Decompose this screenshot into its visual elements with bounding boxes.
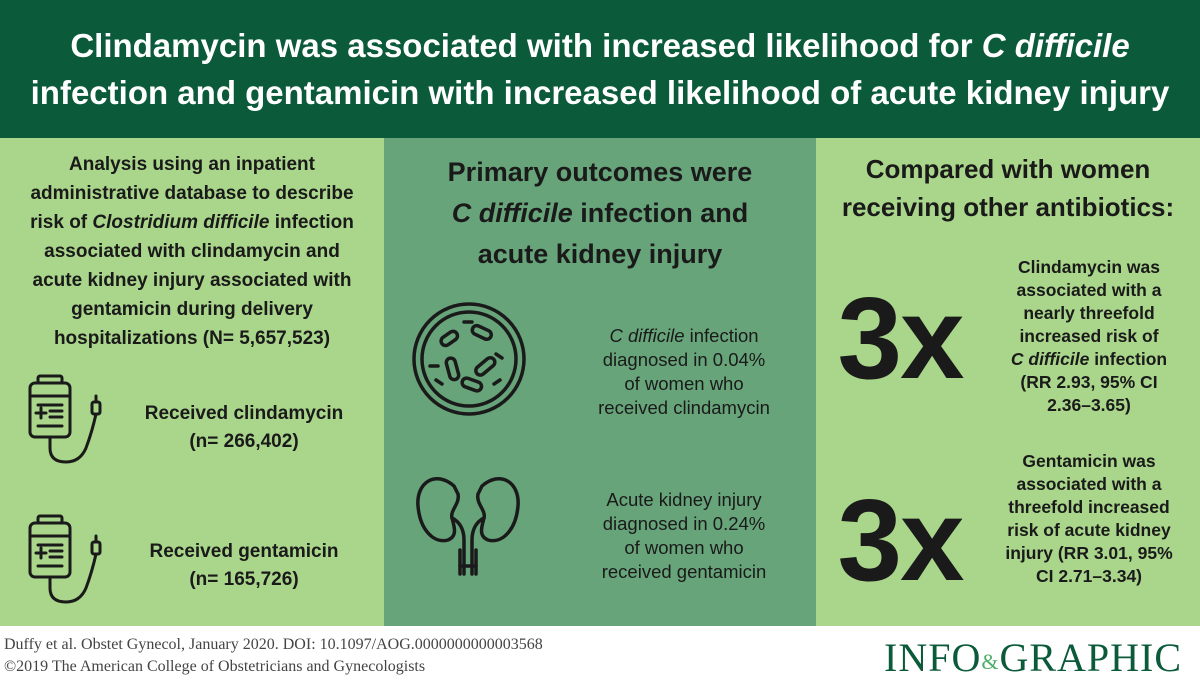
stat-line: associated with a [1016, 280, 1162, 300]
logo-ampersand: & [981, 649, 1000, 674]
outcome-line: received gentamicin [601, 561, 767, 582]
group-count: (n= 165,726) [189, 569, 299, 590]
outcome-line: diagnosed in 0.24% [602, 513, 766, 534]
primary-outcomes-panel: Primary outcomes were C difficile infect… [384, 138, 816, 626]
outcome-line: received clindamycin [598, 397, 770, 418]
stat-line: nearly threefold [1023, 303, 1155, 323]
group-count: (n= 266,402) [189, 431, 299, 452]
citation-text: Duffy et al. Obstet Gynecol, January 202… [4, 636, 543, 653]
iv-bag-icon [28, 374, 102, 464]
clindamycin-risk-stat: Clindamycin was associated with a nearly… [986, 256, 1192, 417]
outcome-line: of women who [624, 537, 744, 558]
intro-text: risk of [30, 212, 93, 233]
copyright-text: ©2019 The American College of Obstetrici… [4, 658, 426, 675]
headline-emphasis: C difficile [981, 27, 1130, 64]
risk-multiplier-gentamicin: 3x [837, 475, 964, 605]
title-text: infection and [572, 198, 749, 228]
intro-line: Analysis using an inpatient [69, 154, 315, 175]
stat-line: associated with a [1016, 474, 1162, 494]
stat-text: infection [1089, 349, 1168, 369]
headline-line-2: infection and gentamicin with increased … [30, 74, 1170, 111]
intro-line: acute kidney injury associated with [32, 270, 352, 291]
stat-line: 2.36–3.65) [1047, 395, 1131, 415]
title-line: Primary outcomes were [447, 157, 753, 187]
comparison-title: Compared with women receiving other anti… [824, 150, 1192, 226]
clindamycin-group: Received clindamycin (n= 266,402) [124, 400, 364, 456]
outcome-emphasis: C difficile [609, 325, 685, 346]
intro-text: infection [269, 212, 354, 233]
stat-line: (RR 2.93, 95% CI [1020, 372, 1158, 392]
title-emphasis: C difficile [451, 198, 573, 228]
stat-line: Clindamycin was [1018, 257, 1160, 277]
group-label: Received gentamicin [149, 541, 339, 562]
intro-line: risk of Clostridium difficile infection [6, 208, 378, 237]
outcome-line: diagnosed in 0.04% [602, 349, 766, 370]
intro-emphasis: Clostridium difficile [92, 212, 270, 233]
group-label: Received clindamycin [144, 403, 344, 424]
headline-line-1: Clindamycin was associated with increase… [70, 22, 1129, 69]
infographic-logo: INFO&GRAPHIC [884, 638, 1182, 678]
outcome-line: Acute kidney injury [606, 489, 762, 510]
outcome-text: infection [684, 325, 759, 346]
title-line: Compared with women [865, 154, 1151, 184]
study-description: Analysis using an inpatient administrati… [6, 150, 378, 353]
gentamicin-risk-stat: Gentamicin was associated with a threefo… [986, 450, 1192, 588]
risk-multiplier-clindamycin: 3x [837, 273, 964, 403]
headline-text: Clindamycin was associated with increase… [70, 27, 982, 64]
outcome-line: of women who [624, 373, 744, 394]
kidneys-icon [416, 476, 520, 576]
stat-line: injury (RR 3.01, 95% [1005, 543, 1173, 563]
study-design-panel: Analysis using an inpatient administrati… [0, 138, 384, 626]
cdiff-outcome: C difficile infection diagnosed in 0.04%… [568, 324, 800, 420]
citation-block: Duffy et al. Obstet Gynecol, January 202… [4, 634, 543, 678]
iv-bag-icon [28, 514, 102, 604]
header-banner: Clindamycin was associated with increase… [0, 0, 1200, 138]
stat-line: increased risk of [1019, 326, 1159, 346]
stat-line: C difficile infection [986, 348, 1192, 371]
logo-text: GRAPHIC [999, 635, 1183, 680]
intro-line: administrative database to describe [30, 183, 354, 204]
stat-line: CI 2.71–3.34) [1035, 566, 1143, 586]
title-line: C difficile infection and [404, 193, 796, 234]
outcome-line: C difficile infection [568, 324, 800, 348]
comparison-panel: Compared with women receiving other anti… [816, 138, 1200, 626]
intro-line: associated with clindamycin and [44, 241, 340, 262]
bacteria-petri-dish-icon [412, 302, 526, 416]
aki-outcome: Acute kidney injury diagnosed in 0.24% o… [568, 488, 800, 584]
stat-line: threefold increased [1008, 497, 1170, 517]
intro-line: gentamicin during delivery [71, 299, 313, 320]
stat-emphasis: C difficile [1010, 349, 1090, 369]
footer: Duffy et al. Obstet Gynecol, January 202… [0, 626, 1200, 681]
gentamicin-group: Received gentamicin (n= 165,726) [124, 538, 364, 594]
logo-text: INFO [884, 635, 982, 680]
stat-line: Gentamicin was [1022, 451, 1156, 471]
title-line: receiving other antibiotics: [841, 192, 1175, 222]
stat-line: risk of acute kidney [1007, 520, 1171, 540]
title-line: acute kidney injury [477, 239, 723, 269]
intro-line: hospitalizations (N= 5,657,523) [53, 328, 331, 349]
outcomes-title: Primary outcomes were C difficile infect… [404, 152, 796, 275]
